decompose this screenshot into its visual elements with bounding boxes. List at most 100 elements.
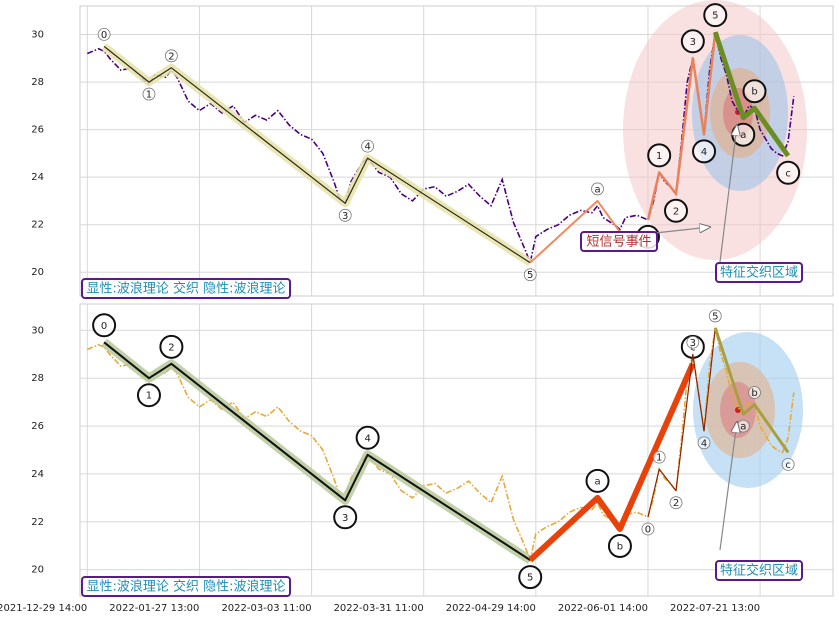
wave-label-circle: [652, 450, 666, 464]
wave-label: a: [594, 476, 600, 487]
y-tick-label: 20: [31, 267, 44, 278]
wave-label: c: [785, 168, 791, 179]
wave-line: [103, 341, 531, 561]
wave-label: 3: [690, 37, 696, 48]
annotation-arrow: [719, 125, 737, 263]
annotation-arrow: [654, 227, 710, 234]
annotation-box: [81, 278, 291, 299]
wave-label-circle: [607, 533, 632, 558]
annotation-text: 短信号事件: [586, 235, 651, 250]
wave-label-circle: [647, 143, 672, 168]
wave-line: [103, 45, 531, 264]
x-tick-label: 2022-04-29 14:00: [446, 603, 536, 614]
annotation-box: [81, 576, 291, 597]
wave-line: [646, 31, 717, 221]
wave-label: 2: [168, 51, 174, 62]
y-tick-label: 24: [31, 172, 44, 183]
wave-label: 2: [673, 206, 679, 217]
wave-label-circle: [355, 425, 380, 450]
wave-label-circle: [742, 79, 767, 104]
wave-label: 5: [527, 573, 533, 584]
wave-label: b: [751, 87, 757, 98]
wave-label-circle: [591, 182, 604, 196]
wave-label: 2: [673, 498, 679, 509]
wave-label-circle: [708, 309, 722, 323]
y-tick-label: 20: [31, 565, 44, 576]
y-tick-label: 22: [31, 220, 44, 231]
wave-label-circle: [164, 49, 178, 63]
annotation-box: [715, 262, 803, 283]
y-tick-label: 24: [31, 469, 44, 480]
x-tick-label: 2022-01-27 13:00: [109, 603, 199, 614]
annotation-box: [580, 231, 658, 252]
wave-label: 5: [527, 270, 533, 281]
wave-label-circle: [523, 268, 537, 282]
wave-label: 1: [656, 151, 662, 162]
y-tick-label: 26: [31, 421, 44, 432]
wave-label-circle: [338, 208, 352, 222]
wave-label: 3: [342, 211, 348, 222]
wave-line: [647, 327, 716, 518]
wave-label-circle: [703, 3, 728, 28]
wave-label-circle: [136, 383, 161, 408]
wave-label: 1: [146, 90, 152, 101]
annotation-text: 特征交织区域: [720, 265, 798, 281]
wave-label-circle: [664, 198, 689, 223]
wave-label-circle: [680, 29, 705, 54]
wave-label: 4: [701, 438, 707, 449]
wave-label: 5: [712, 311, 718, 322]
wave-label: a: [740, 422, 746, 433]
wave-label-circle: [585, 468, 610, 493]
x-tick-label: 2022-06-01 14:00: [558, 603, 648, 614]
wave-line: [529, 199, 621, 264]
wave-line: [712, 31, 791, 158]
wave-label-circle: [641, 522, 655, 536]
wave-label: 3: [690, 338, 696, 349]
annotation-text: 特征交织区域: [720, 563, 798, 579]
y-tick-label: 28: [31, 373, 44, 384]
wave-label: 0: [645, 525, 651, 536]
wave-label-circle: [686, 335, 700, 349]
x-tick-label: 2021-12-29 14:00: [0, 603, 87, 614]
wave-label-circle: [697, 436, 711, 450]
wave-label: 4: [701, 147, 707, 158]
wave-line: [528, 362, 696, 563]
wave-label-circle: [748, 386, 761, 399]
y-tick-label: 28: [31, 77, 44, 88]
wave-label-circle: [142, 87, 156, 101]
wave-label-circle: [92, 313, 117, 338]
wave-label: a: [594, 184, 600, 195]
wave-label-circle: [361, 139, 375, 153]
wave-label: 4: [364, 142, 370, 153]
y-tick-label: 30: [31, 325, 44, 336]
x-tick-label: 2022-03-31 11:00: [334, 603, 424, 614]
wave-label: 4: [364, 433, 370, 444]
wave-label-circle: [781, 457, 795, 471]
wave-label-circle: [776, 160, 801, 185]
wave-label: 3: [342, 513, 348, 524]
annotation-text: 显性:波浪理论 交织 隐性:波浪理论: [86, 281, 285, 297]
wave-label: 5: [712, 11, 718, 22]
y-tick-label: 26: [31, 125, 44, 136]
annotation-box: [715, 560, 803, 581]
wave-label: 1: [146, 391, 152, 402]
wave-line: [713, 327, 790, 454]
wave-label-circle: [692, 139, 717, 164]
wave-label-circle: [518, 565, 543, 590]
wave-label-circle: [669, 496, 683, 510]
annotation-text: 显性:波浪理论 交织 隐性:波浪理论: [86, 579, 285, 595]
wave-label-circle: [333, 505, 358, 530]
wave-label: 2: [168, 342, 174, 353]
wave-label-circle: [97, 28, 111, 41]
wave-label: 0: [101, 30, 107, 41]
wave-label: a: [740, 130, 746, 141]
wave-label: b: [751, 388, 757, 399]
wave-label-circle: [159, 334, 184, 359]
wave-label: c: [785, 460, 791, 471]
annotation-arrow: [719, 422, 737, 551]
x-tick-label: 2022-07-21 13:00: [670, 603, 760, 614]
x-tick-label: 2022-03-03 11:00: [221, 603, 311, 614]
y-tick-label: 22: [31, 517, 44, 528]
y-tick-label: 30: [31, 30, 44, 41]
